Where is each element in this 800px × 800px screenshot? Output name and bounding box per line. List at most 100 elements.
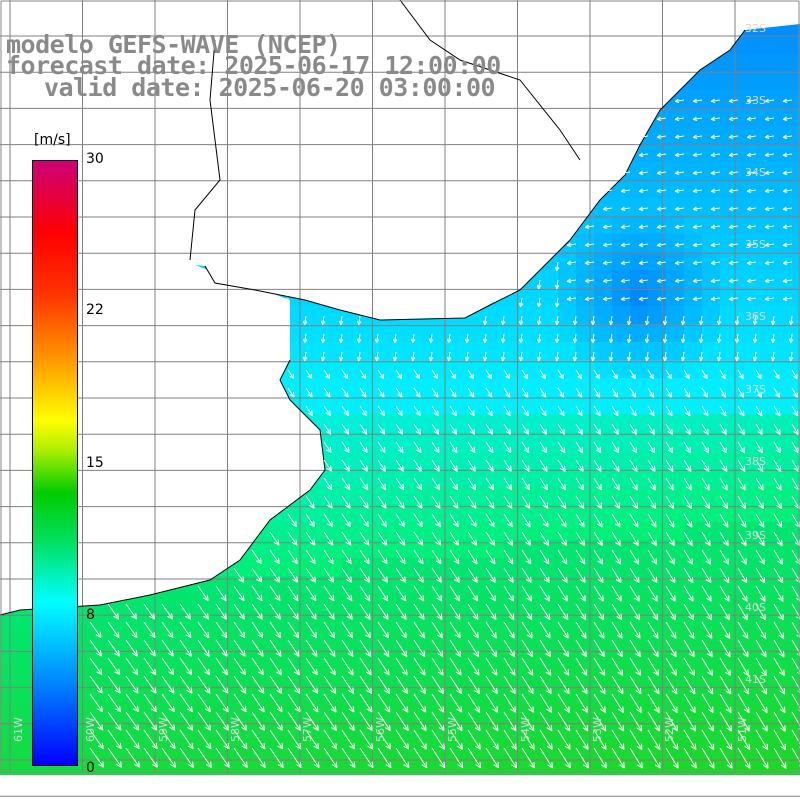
- sea-cell: [468, 396, 487, 415]
- wind-arrow: [302, 315, 308, 326]
- lon-label: 53W: [591, 717, 604, 742]
- wind-arrow: [503, 405, 511, 417]
- wind-arrow: [746, 116, 757, 122]
- sea-cell: [450, 630, 469, 649]
- wind-arrow: [716, 351, 722, 362]
- sea-cell: [666, 396, 685, 415]
- sea-cell: [792, 144, 800, 163]
- wind-arrow: [449, 423, 458, 435]
- sea-cell: [216, 648, 235, 667]
- wind-arrow: [395, 387, 403, 398]
- sea-cell: [612, 378, 631, 397]
- sea-cell: [792, 378, 800, 397]
- sea-cell: [558, 342, 577, 361]
- sea-cell: [378, 324, 397, 343]
- wind-arrow: [608, 351, 614, 362]
- wind-arrow: [323, 441, 332, 454]
- sea-cell: [612, 432, 631, 451]
- colorbar-tick-22: 22: [86, 302, 104, 318]
- sea-cell: [486, 450, 505, 469]
- sea-cell: [774, 216, 793, 235]
- sea-cell: [468, 576, 487, 595]
- lon-label: 60W: [84, 717, 97, 742]
- sea-cell: [450, 414, 469, 433]
- sea-cell: [720, 72, 739, 91]
- wind-arrow: [629, 405, 637, 417]
- sea-cell: [162, 630, 181, 649]
- wind-arrow: [584, 242, 595, 248]
- sea-cell: [252, 684, 271, 703]
- lon-label: 54W: [519, 717, 532, 742]
- sea-cell: [180, 720, 199, 739]
- sea-cell: [774, 450, 793, 469]
- wind-arrow: [683, 369, 690, 380]
- sea-cell: [450, 450, 469, 469]
- sea-cell: [774, 90, 793, 109]
- sea-cell: [540, 414, 559, 433]
- sea-cell: [594, 396, 613, 415]
- sea-cell: [792, 90, 800, 109]
- sea-cell: [306, 324, 325, 343]
- wind-arrow: [413, 405, 421, 417]
- sea-cell: [504, 630, 523, 649]
- sea-cell: [432, 630, 451, 649]
- sea-cell: [288, 648, 307, 667]
- sea-cell: [774, 288, 793, 307]
- sea-cell: [558, 540, 577, 559]
- sea-cell: [720, 558, 739, 577]
- sea-cell: [684, 504, 703, 523]
- sea-cell: [630, 324, 649, 343]
- wind-arrow: [728, 296, 739, 302]
- sea-cell: [396, 504, 415, 523]
- sea-cell: [450, 324, 469, 343]
- sea-cell: [540, 450, 559, 469]
- wind-arrow: [611, 369, 618, 380]
- sea-cell: [792, 126, 800, 145]
- wind-arrow: [752, 333, 758, 344]
- sea-cell: [774, 72, 793, 91]
- sea-cell: [774, 414, 793, 433]
- sea-cell: [738, 558, 757, 577]
- wind-arrow: [788, 315, 794, 326]
- wind-arrow: [638, 206, 649, 212]
- sea-cell: [576, 450, 595, 469]
- sea-cell: [432, 396, 451, 415]
- sea-cell: [720, 594, 739, 613]
- wind-arrow: [674, 278, 685, 284]
- sea-cell: [414, 342, 433, 361]
- wind-arrow: [377, 387, 385, 398]
- wind-arrow: [485, 423, 494, 435]
- wind-arrow: [638, 152, 649, 158]
- sea-cell: [792, 738, 800, 757]
- sea-cell: [486, 360, 505, 379]
- wind-arrow: [674, 206, 685, 212]
- sea-cell: [774, 558, 793, 577]
- wind-arrow: [644, 333, 650, 344]
- sea-cell: [576, 522, 595, 541]
- sea-cell: [648, 162, 667, 181]
- sea-cell: [594, 450, 613, 469]
- sea-cell: [630, 396, 649, 415]
- wind-arrow: [323, 459, 332, 472]
- sea-cell: [648, 486, 667, 505]
- sea-cell: [630, 648, 649, 667]
- sea-cell: [342, 540, 361, 559]
- sea-cell: [342, 522, 361, 541]
- sea-cell: [756, 360, 775, 379]
- sea-cell: [540, 270, 559, 289]
- sea-cell: [594, 360, 613, 379]
- sea-cell: [612, 486, 631, 505]
- sea-cell: [702, 666, 721, 685]
- sea-cell: [252, 558, 271, 577]
- sea-cell: [450, 522, 469, 541]
- sea-cell: [576, 360, 595, 379]
- sea-cell: [162, 738, 181, 757]
- sea-cell: [792, 468, 800, 487]
- sea-cell: [450, 540, 469, 559]
- sea-cell: [756, 126, 775, 145]
- sea-cell: [288, 684, 307, 703]
- sea-cell: [774, 144, 793, 163]
- sea-cell: [774, 468, 793, 487]
- sea-cell: [612, 594, 631, 613]
- sea-cell: [288, 702, 307, 721]
